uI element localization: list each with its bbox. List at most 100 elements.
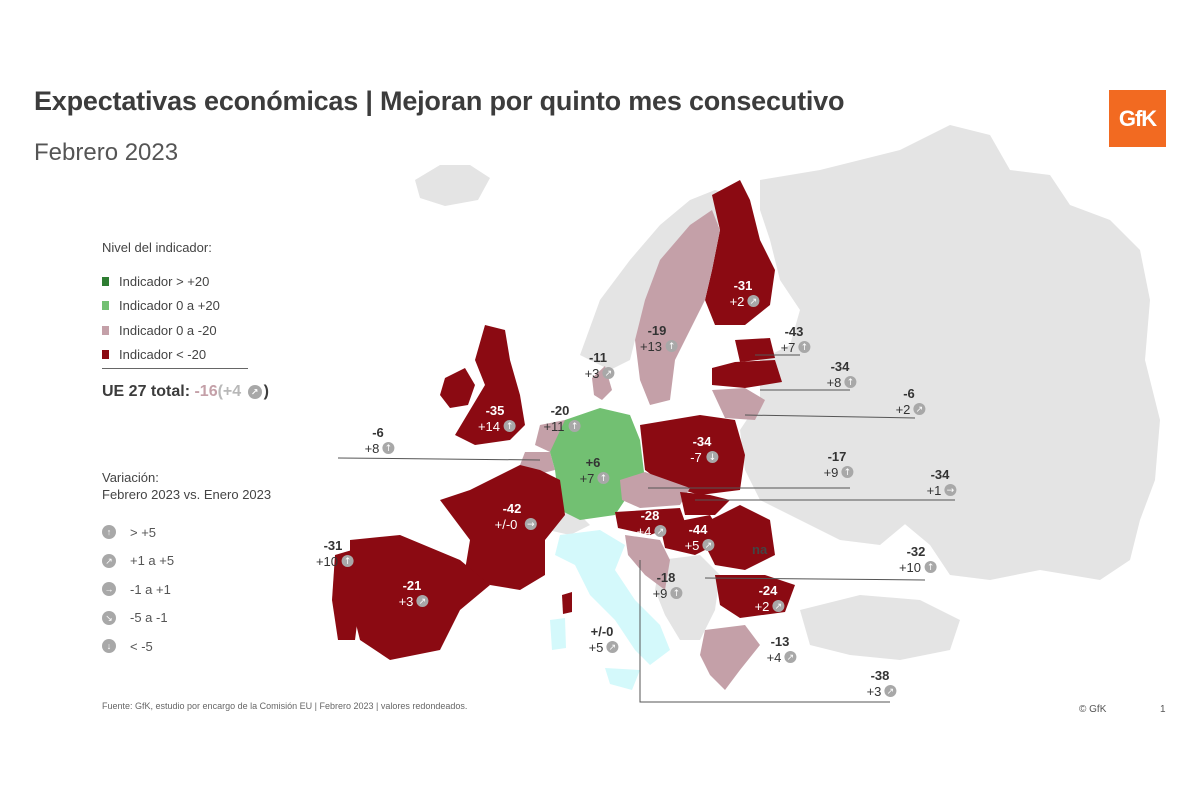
page-number: 1 [1160,704,1166,715]
legend-item: Indicador 0 a -20 [102,318,220,343]
indicator-value: -32 [907,544,926,559]
indicator-value: -17 [828,449,847,464]
country-label-finland: -31+2 ↗ [730,278,760,309]
variation-label: < -5 [130,638,153,654]
change-arrow-icon: → [947,486,955,496]
country-label-croatia: -18+9 ↑ [653,570,683,601]
change-icon [503,420,516,432]
change-icon [341,555,354,567]
variation-item: ↑ > +5 [102,518,174,547]
change-icon [913,403,926,415]
change-value: +1 [927,483,942,498]
legend-item: Indicador > +20 [102,269,220,294]
change-icon [665,340,678,352]
change-value: +4 [767,650,782,665]
country-estonia[interactable] [735,338,775,362]
leader-line-belgium [337,457,541,461]
country-greece[interactable] [700,625,760,690]
change-value: +13 [640,339,662,354]
legend-swatch [102,325,109,335]
uk-region [455,325,525,445]
legend-title: Nivel del indicador: [102,240,212,255]
country-sardinia[interactable] [550,618,566,650]
change-arrow-icon: ↑ [847,378,855,388]
country-finland[interactable] [705,180,775,325]
non-eu-label: na [752,542,768,557]
country-slovenia-croatia[interactable] [625,535,670,590]
change-icon [606,641,619,653]
country-label-estonia: -43+7 ↑ [781,324,811,355]
change-arrow-icon: ↑ [844,468,852,478]
change-arrow-icon: ↑ [571,422,579,432]
variation-label: +1 a +5 [130,553,175,569]
change-icon [568,420,581,432]
legend-item: Indicador 0 a +20 [102,294,220,319]
country-portugal[interactable] [332,550,360,640]
country-label-romania: -32+10 ↑ [899,544,937,575]
country-label-ireland: -35+14 ↑ [478,403,516,434]
indicator-value: -28 [641,508,660,523]
variation-title: Variación: Febrero 2023 vs. Enero 2023 [102,469,271,503]
country-ireland[interactable] [440,368,475,408]
change-arrow-icon: ↗ [705,541,713,551]
change-arrow-icon: ↑ [344,557,352,567]
change-arrow-icon: ↑ [801,343,809,353]
country-label-cyprus: -38+3 ↗ [867,668,897,699]
country-label-italy: +/-0+5 ↗ [589,624,619,655]
legend-swatch [102,301,109,311]
change-arrow-icon: ↗ [916,405,924,415]
change-icon [772,600,785,612]
eu-total-value: -16 [194,383,218,400]
gfk-logo: GfK [1109,90,1166,147]
indicator-value: -19 [648,323,667,338]
change-value: +7 [781,340,796,355]
change-value: +2 [755,599,770,614]
country-slovakia[interactable] [680,492,730,515]
country-czechia[interactable] [620,472,690,508]
legend-label: Indicador > +20 [119,273,210,289]
change-value: +3 [399,594,414,609]
change-arrow-icon: ↑ [668,342,676,352]
change-arrow-icon: ↗ [775,602,783,612]
change-arrow-icon: ↑ [506,422,514,432]
legend-swatch [102,276,109,286]
source-note: Fuente: GfK, estudio por encargo de la C… [102,701,468,711]
indicator-value: -6 [372,425,384,440]
country-sweden[interactable] [635,210,720,405]
legend-item: Indicador < -20 [102,343,220,368]
change-value: -7 [690,450,702,465]
eu-total-close: ) [263,383,269,400]
balkans-region [655,555,720,640]
country-poland[interactable] [640,415,745,495]
variation-title-line1: Variación: [102,470,159,485]
country-latvia[interactable] [712,360,782,388]
country-sicily[interactable] [605,668,640,690]
country-label-greece: -13+4 ↗ [767,634,797,665]
country-romania[interactable] [705,505,775,570]
change-value: +8 [365,441,380,456]
country-label-france: -42+/-0 → [495,501,537,532]
indicator-value: -31 [324,538,343,553]
indicator-value: -11 [589,350,607,365]
country-france[interactable] [440,465,565,590]
change-icon [670,587,683,599]
eu-total-open: ( [217,383,223,400]
legend-divider [102,368,248,369]
legend-swatch [102,350,109,360]
country-label-bulgaria: -24+2 ↗ [755,583,785,614]
country-label-denmark: -11+3 ↗ [585,350,615,381]
indicator-value: -35 [486,403,505,418]
country-corsica[interactable] [562,592,572,614]
country-italy[interactable] [555,530,670,665]
change-icon [924,561,937,573]
change-icon [784,651,797,663]
indicator-value: +6 [586,455,601,470]
change-arrow-icon: ↑ [385,444,393,454]
change-arrow-icon: ↗ [887,687,895,697]
indicator-value: +/-0 [591,624,614,639]
leader-line-cyprus [639,560,890,703]
country-lithuania[interactable] [712,388,765,420]
iceland-region [415,165,490,206]
country-label-germany: +6+7 ↑ [580,455,610,486]
